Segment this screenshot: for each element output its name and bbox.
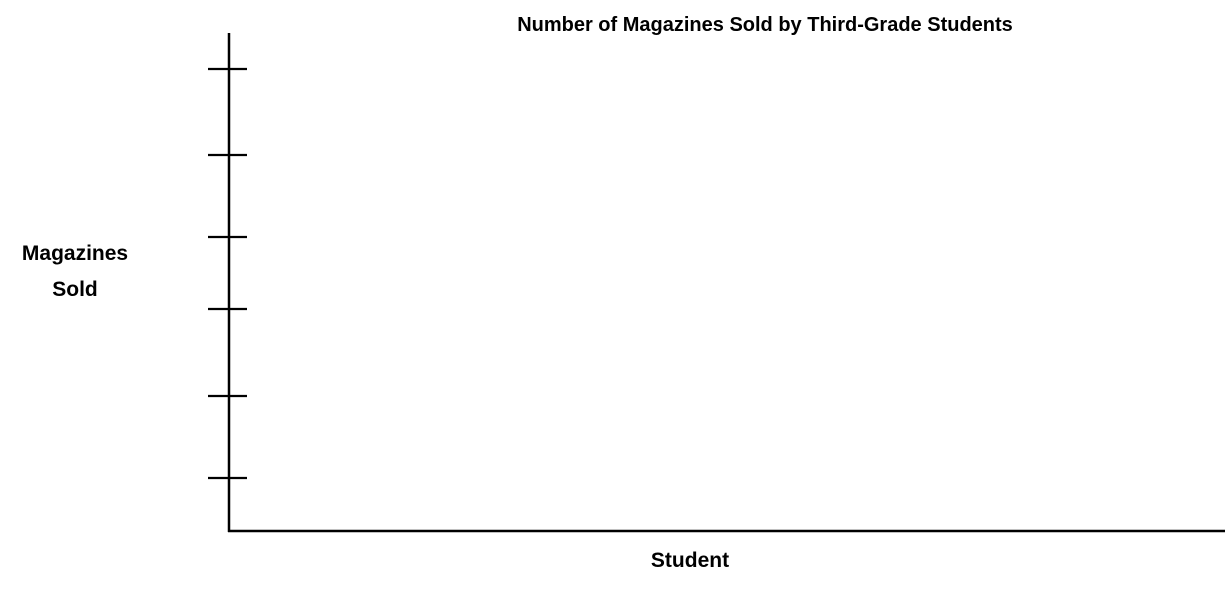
y-axis-label-line-2: Sold (52, 278, 98, 301)
y-axis-ticks (208, 67, 247, 480)
y-axis-label: Magazines Sold (0, 236, 150, 308)
y-axis-label-line-1: Magazines (21, 242, 129, 265)
chart-title: Number of Magazines Sold by Third-Grade … (517, 14, 1013, 36)
x-axis-label: Student (650, 549, 730, 572)
